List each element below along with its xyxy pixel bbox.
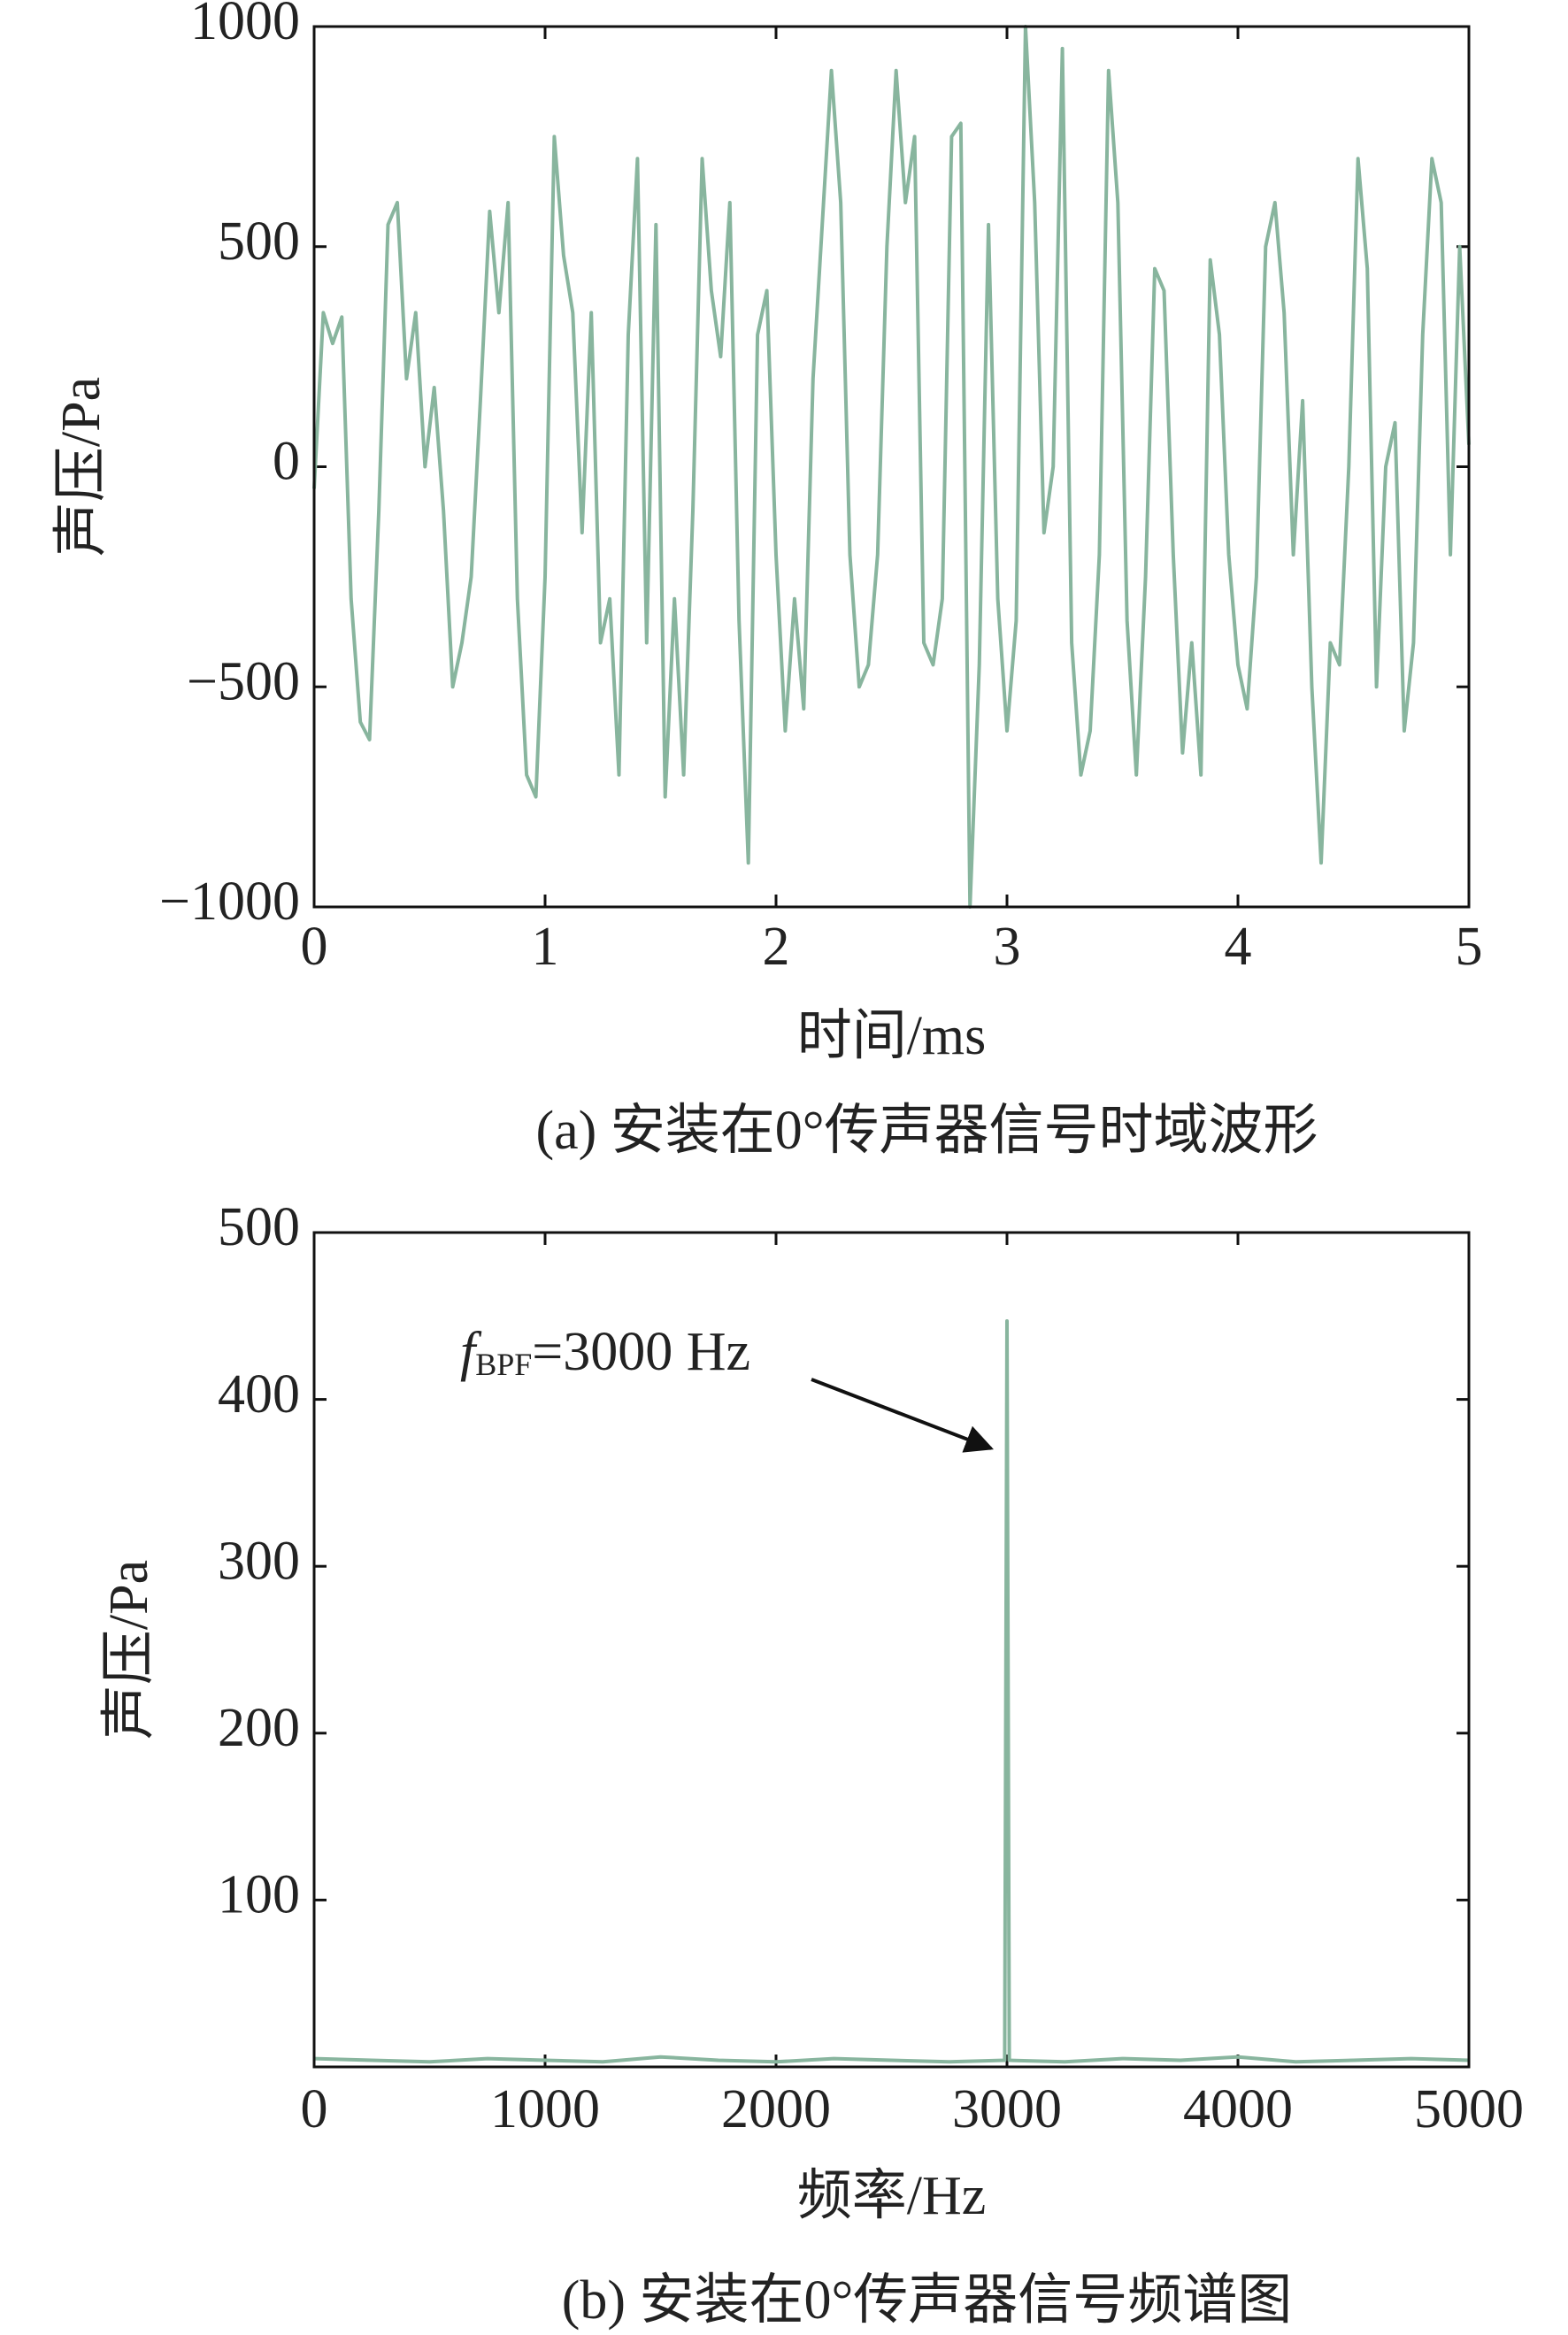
y-tick-label: 1000 — [190, 0, 300, 51]
x-tick-label: 3 — [994, 917, 1021, 977]
x-tick-label: 1000 — [490, 2079, 600, 2139]
y-tick-label: −1000 — [159, 872, 300, 932]
caption: (a) 安装在0°传声器信号时域波形 — [535, 1101, 1318, 1161]
x-tick-label: 5000 — [1414, 2079, 1524, 2139]
x-tick-label: 5 — [1456, 917, 1483, 977]
plot-frame — [312, 25, 1471, 909]
x-tick-label: 2 — [763, 917, 790, 977]
y-axis-label: 声压/Pa — [51, 377, 111, 557]
y-tick-label: 400 — [218, 1364, 300, 1425]
annotation-arrow — [811, 1378, 994, 1453]
x-tick-label: 2000 — [721, 2079, 831, 2139]
annotation: fBPF=3000 Hz — [460, 1322, 750, 1382]
x-tick-label: 3000 — [952, 2079, 1062, 2139]
plot-frame — [312, 1231, 1471, 2069]
x-axis-label: 频率/Hz — [797, 2166, 987, 2226]
y-tick-label: 500 — [218, 211, 300, 272]
annotation-subscript: BPF — [475, 1347, 532, 1382]
x-axis-label: 时间/ms — [797, 1006, 987, 1066]
x-tick-label: 0 — [301, 917, 328, 977]
y-tick-label: 0 — [273, 432, 300, 492]
y-tick-label: 300 — [218, 1531, 300, 1591]
x-tick-label: 4000 — [1183, 2079, 1293, 2139]
data-line — [312, 25, 1471, 909]
y-tick-label: −500 — [187, 651, 300, 711]
data-line — [313, 1319, 1470, 2064]
y-tick-label: 100 — [218, 1865, 300, 1925]
y-tick-label: 500 — [218, 1197, 300, 1257]
y-tick-label: 200 — [218, 1698, 300, 1758]
x-tick-label: 0 — [301, 2079, 328, 2139]
caption: (b) 安装在0°传声器信号频谱图 — [562, 2270, 1293, 2331]
annotation-text: =3000 Hz — [532, 1322, 750, 1382]
y-axis-label: 声压/Pa — [99, 1560, 159, 1740]
x-tick-label: 4 — [1225, 917, 1252, 977]
x-tick-label: 1 — [532, 917, 559, 977]
